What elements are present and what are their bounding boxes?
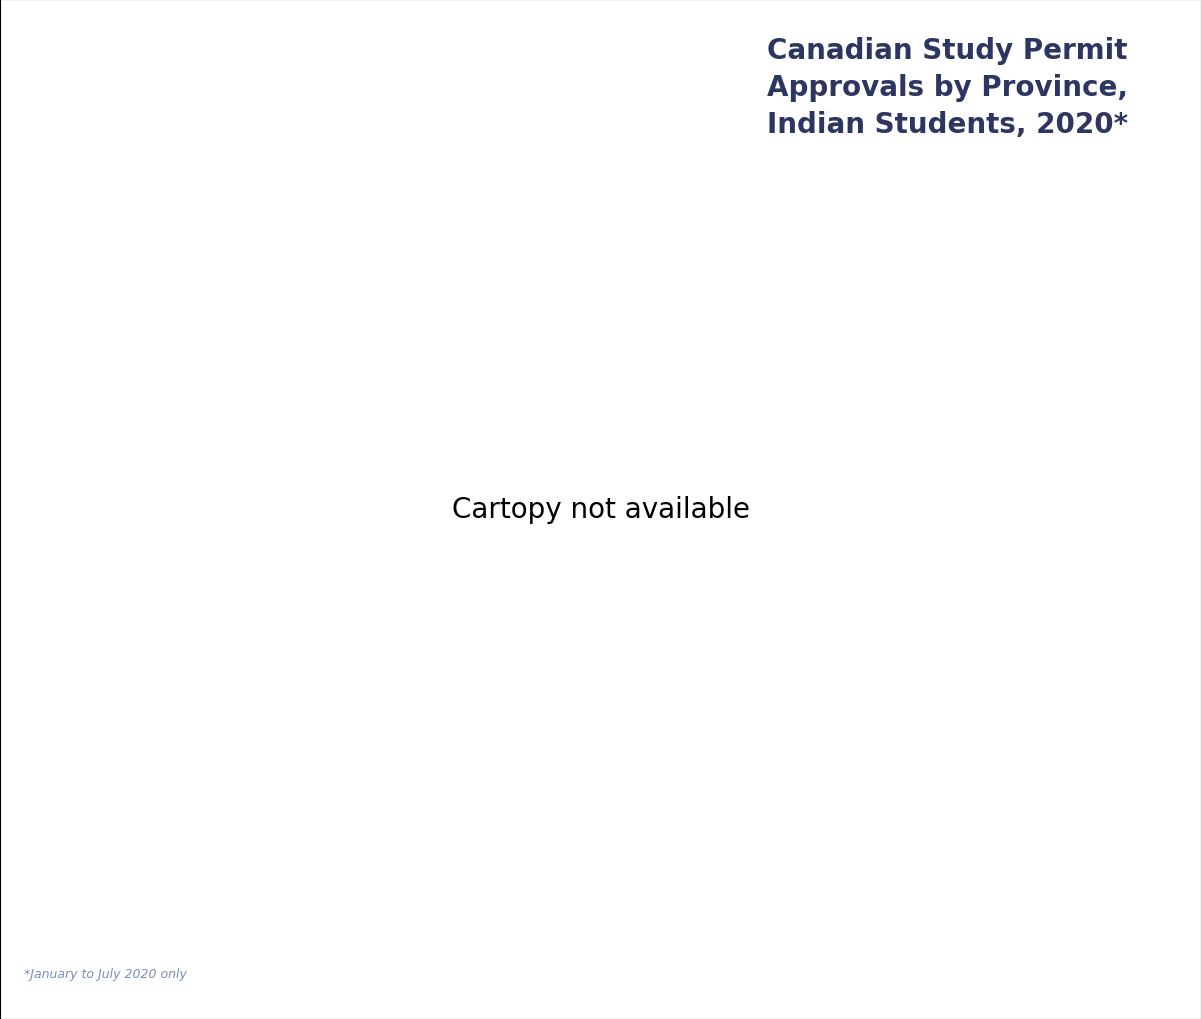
Text: Cartopy not available: Cartopy not available xyxy=(452,495,749,524)
Text: Canadian Study Permit
Approvals by Province,
Indian Students, 2020*: Canadian Study Permit Approvals by Provi… xyxy=(767,37,1129,139)
Text: *January to July 2020 only: *January to July 2020 only xyxy=(24,967,187,979)
